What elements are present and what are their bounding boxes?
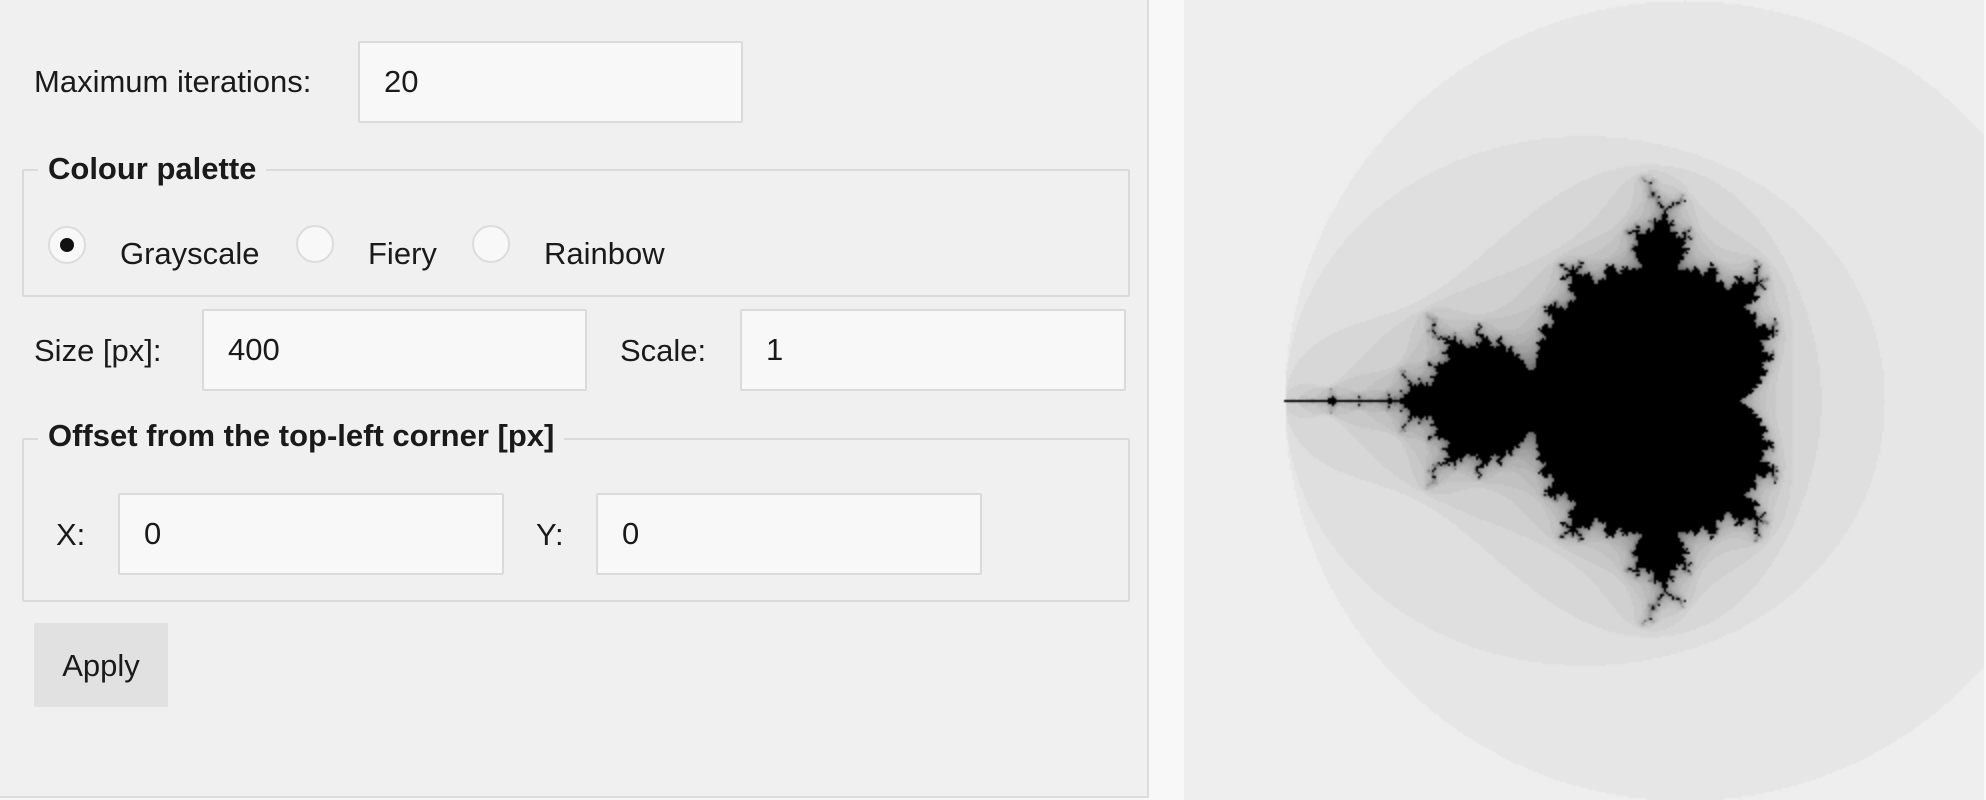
radio-fiery[interactable]: [296, 225, 334, 263]
max-iterations-input[interactable]: [358, 41, 743, 123]
scale-label: Scale:: [620, 333, 707, 368]
settings-panel: Maximum iterations: Colour palette Grays…: [0, 0, 1149, 798]
radio-rainbow-label[interactable]: Rainbow: [544, 236, 665, 271]
radio-grayscale[interactable]: [48, 226, 86, 264]
apply-button[interactable]: Apply: [34, 623, 168, 707]
offset-legend: Offset from the top-left corner [px]: [38, 418, 565, 454]
size-input[interactable]: [202, 309, 587, 391]
mandelbrot-canvas: [1184, 0, 1984, 800]
radio-rainbow[interactable]: [472, 225, 510, 263]
offset-y-label: Y:: [536, 517, 564, 552]
scale-input[interactable]: [740, 309, 1126, 391]
offset-y-input[interactable]: [596, 493, 982, 575]
colour-palette-legend: Colour palette: [38, 151, 267, 187]
max-iterations-label: Maximum iterations:: [34, 64, 312, 99]
offset-x-input[interactable]: [118, 493, 504, 575]
radio-grayscale-label[interactable]: Grayscale: [120, 236, 260, 271]
size-label: Size [px]:: [34, 333, 162, 368]
offset-x-label: X:: [56, 517, 86, 552]
offset-fieldset: [22, 438, 1130, 602]
radio-fiery-label[interactable]: Fiery: [368, 236, 437, 271]
colour-palette-fieldset: [22, 169, 1130, 297]
